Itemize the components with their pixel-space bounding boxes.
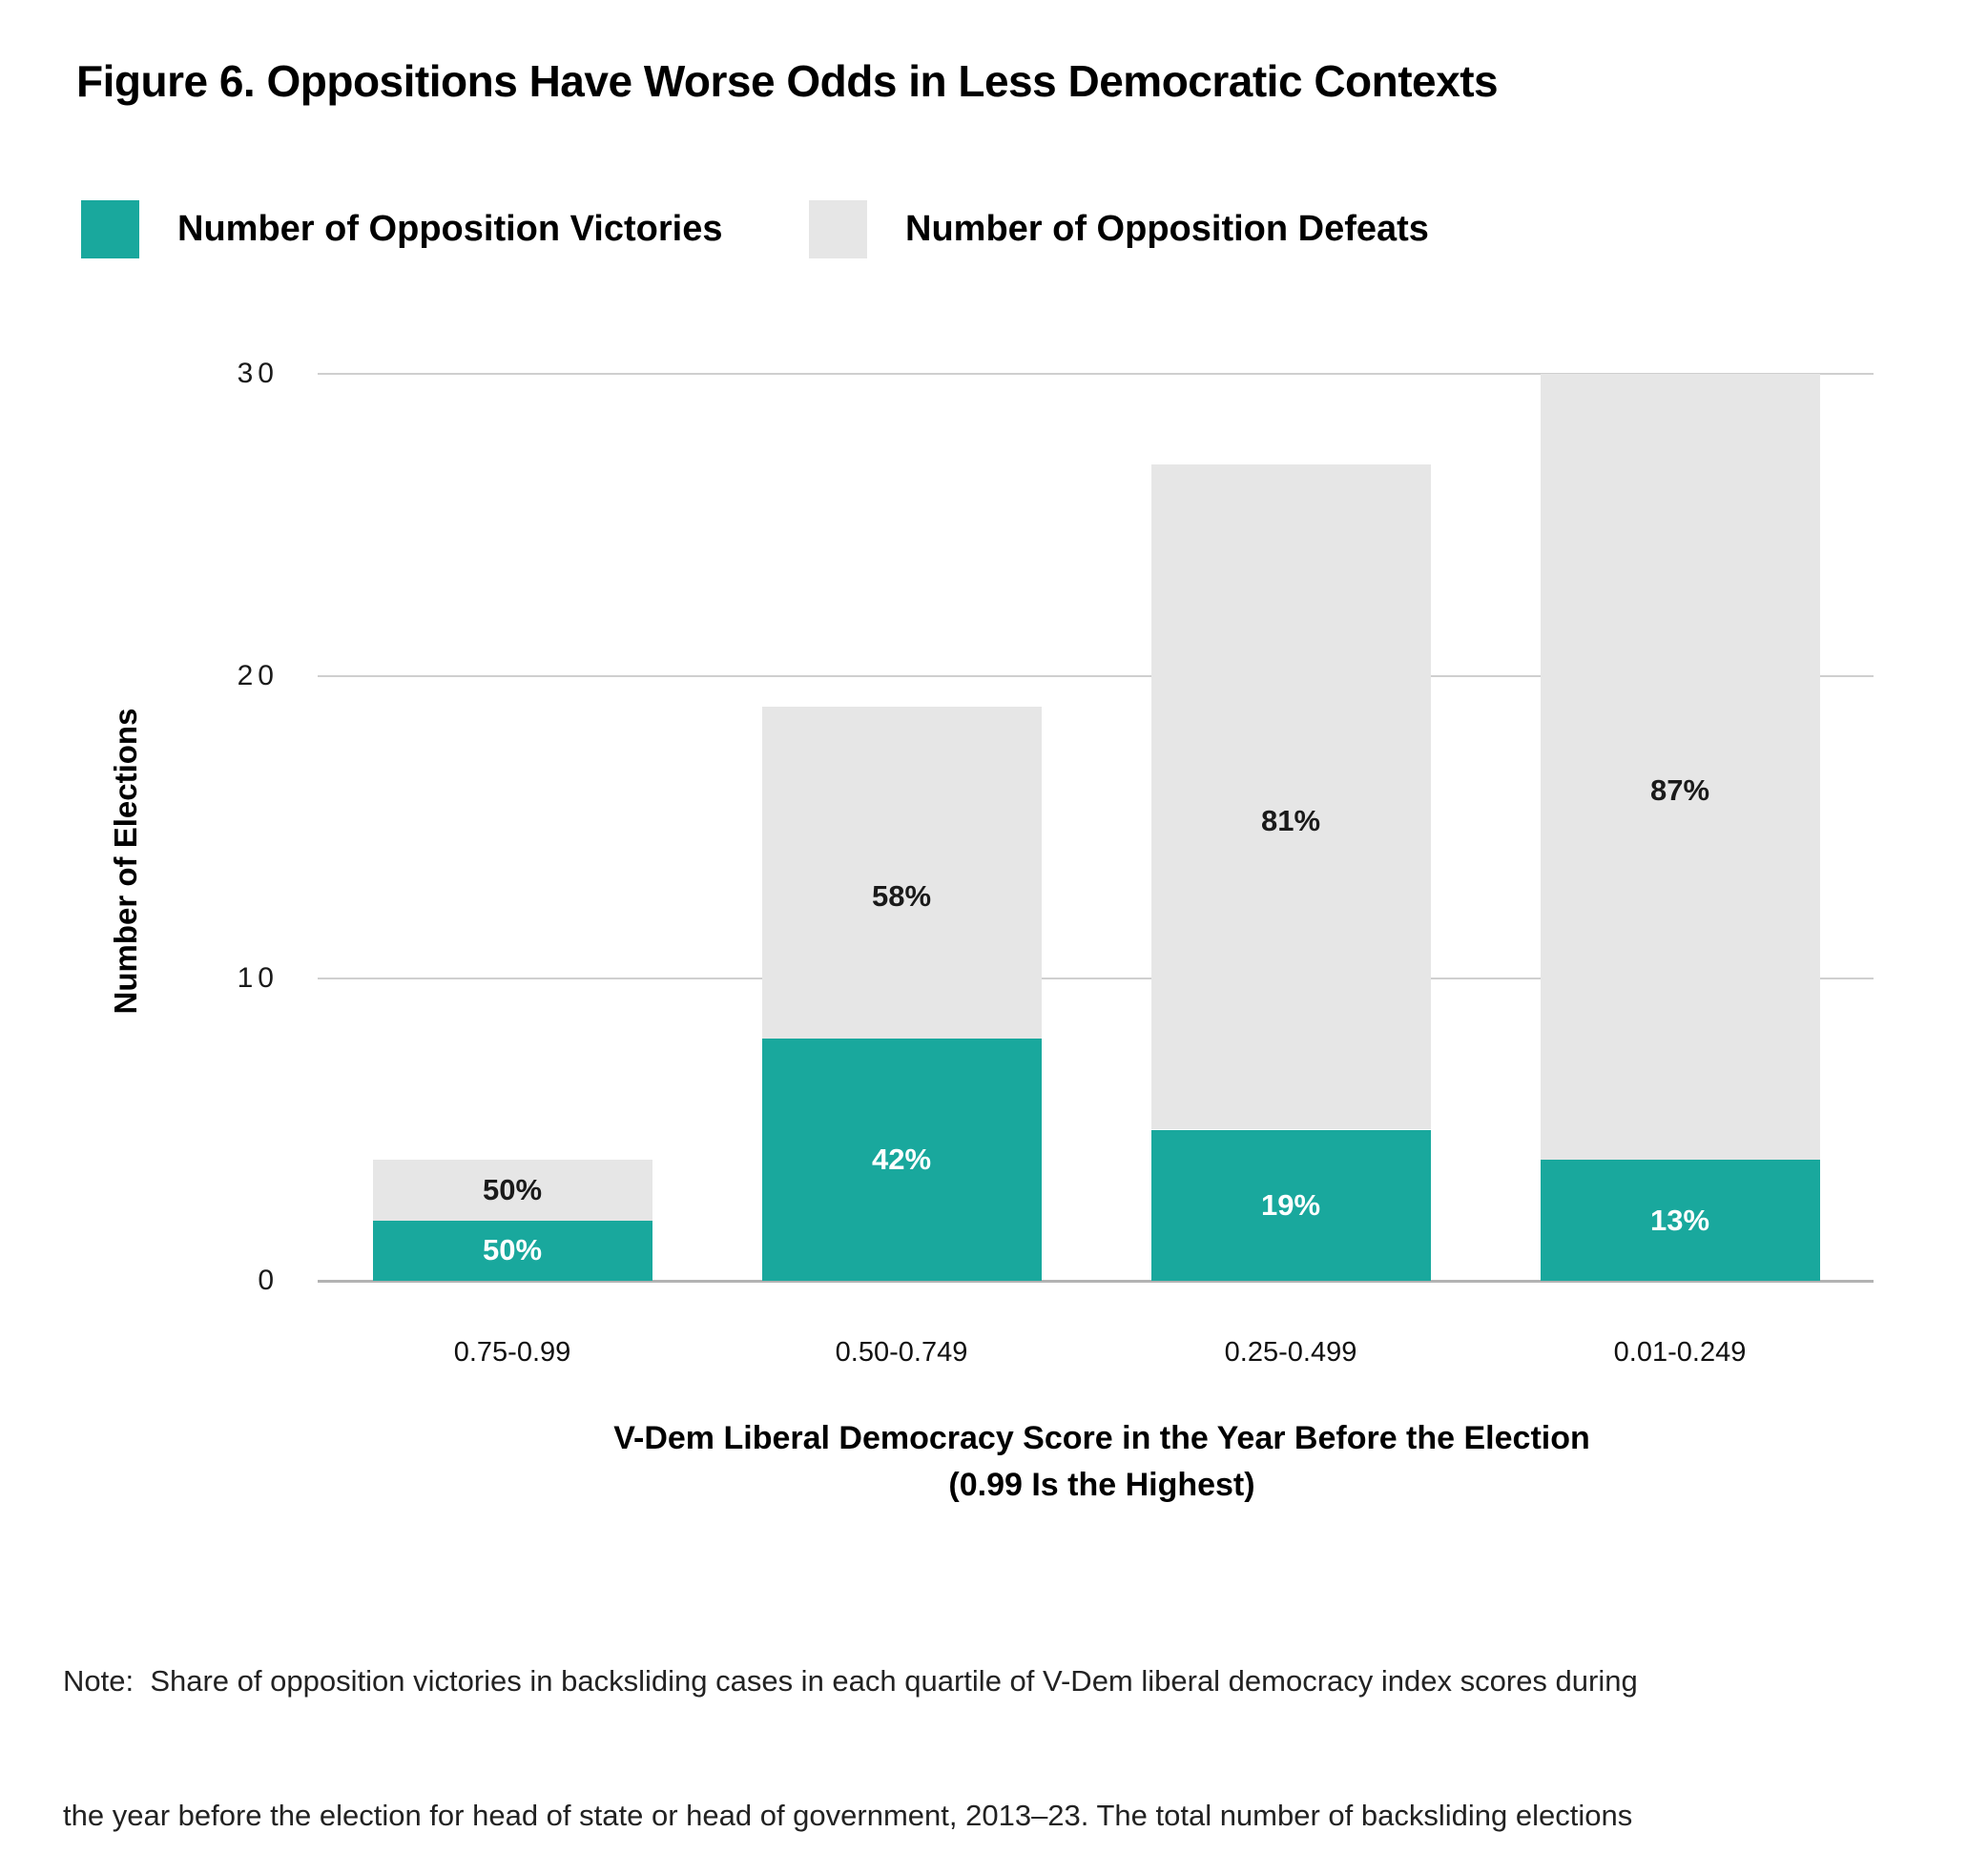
x-axis-title: V-Dem Liberal Democracy Score in the Yea… xyxy=(482,1415,1722,1509)
bar-segment-defeats-0 xyxy=(372,1160,652,1221)
bar-segment-defeats-1 xyxy=(761,706,1042,1040)
gridline-10 xyxy=(318,978,1874,979)
x-tick-label-1: 0.50-0.749 xyxy=(835,1337,968,1368)
note-line: the year before the election for head of… xyxy=(63,1799,1633,1832)
x-tick-label-0: 0.75-0.99 xyxy=(453,1337,571,1368)
victory-percent-label-3: 13% xyxy=(1649,1203,1710,1237)
y-tick-label-0: 0 xyxy=(258,1265,279,1296)
x-tick-label-3: 0.01-0.249 xyxy=(1613,1337,1747,1368)
defeat-percent-label-3: 87% xyxy=(1649,773,1710,808)
x-tick-label-2: 0.25-0.499 xyxy=(1224,1337,1357,1368)
bar-segment-defeats-2 xyxy=(1150,464,1431,1130)
victory-percent-label-2: 19% xyxy=(1260,1187,1321,1222)
legend-label-defeats: Number of Opposition Defeats xyxy=(905,209,1429,249)
note-line: Note: Share of opposition victories in b… xyxy=(63,1664,1638,1698)
legend-label-victories: Number of Opposition Victories xyxy=(177,209,723,249)
x-axis-title-line1: V-Dem Liberal Democracy Score in the Yea… xyxy=(613,1420,1590,1456)
gridline-0 xyxy=(318,1280,1874,1283)
note-block: Note: Share of opposition victories in b… xyxy=(63,1569,1904,1853)
bar-segment-defeats-3 xyxy=(1540,374,1820,1161)
victory-percent-label-1: 42% xyxy=(871,1143,932,1177)
figure-title: Figure 6. Oppositions Have Worse Odds in… xyxy=(76,56,1499,106)
defeat-percent-label-0: 50% xyxy=(482,1172,543,1206)
bar-segment-victories-0 xyxy=(372,1220,652,1281)
defeat-percent-label-2: 81% xyxy=(1260,803,1321,837)
bar-segment-victories-1 xyxy=(761,1039,1042,1281)
y-tick-label-20: 20 xyxy=(237,660,279,691)
legend-item-defeats: Number of Opposition Defeats xyxy=(809,200,1429,258)
legend-swatch-defeats xyxy=(809,200,867,258)
y-tick-label-30: 30 xyxy=(237,358,279,389)
gridline-30 xyxy=(318,373,1874,375)
legend-swatch-victories xyxy=(81,200,139,258)
x-axis-title-line2: (0.99 Is the Highest) xyxy=(948,1467,1255,1503)
victory-percent-label-0: 50% xyxy=(482,1233,543,1267)
gridline-20 xyxy=(318,675,1874,677)
defeat-percent-label-1: 58% xyxy=(871,879,932,914)
legend-item-victories: Number of Opposition Victories xyxy=(81,200,722,258)
y-tick-label-10: 10 xyxy=(237,962,279,994)
bar-segment-victories-2 xyxy=(1150,1129,1431,1281)
bar-segment-victories-3 xyxy=(1540,1160,1820,1281)
